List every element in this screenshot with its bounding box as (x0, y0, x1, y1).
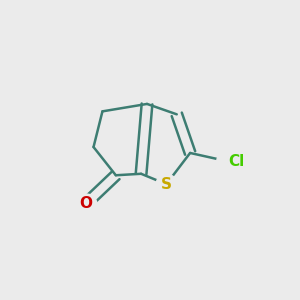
Text: S: S (161, 177, 172, 192)
Text: Cl: Cl (229, 154, 245, 169)
Text: O: O (80, 196, 93, 211)
